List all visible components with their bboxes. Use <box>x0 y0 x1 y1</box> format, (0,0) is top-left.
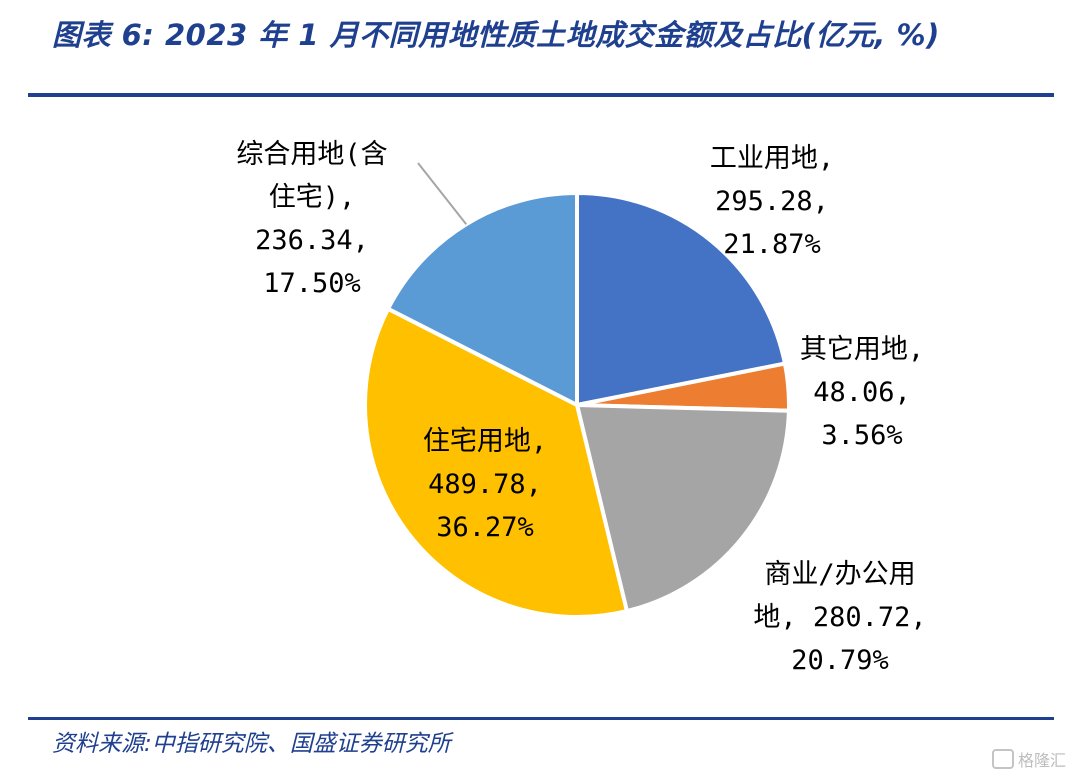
slice-label-line: 36.27% <box>436 512 534 543</box>
slice-data-label: 其它用地, 48.06, 3.56% <box>800 334 924 451</box>
pie-slice <box>575 190 788 408</box>
slice-data-label: 住宅用地, 489.78, 36.27% <box>423 426 547 543</box>
slice-label-line: 住宅), <box>269 182 356 213</box>
slice-label-line: 20.79% <box>791 645 889 676</box>
pie-slice <box>574 402 791 614</box>
source-note: 资料来源:中指研究院、国盛证券研究所 <box>52 731 451 757</box>
slice-label-line: 商业/办公用 <box>764 559 915 590</box>
watermark: 格隆汇 <box>991 747 1066 771</box>
slice-data-label: 工业用地, 295.28, 21.87% <box>710 143 834 260</box>
pie-slice <box>363 306 630 619</box>
slice-data-label: 商业/办公用地, 280.72, 20.79% <box>753 559 926 676</box>
slice-label-line: 236.34, <box>255 225 369 256</box>
slice-label-line: 地, 280.72, <box>753 602 926 633</box>
slice-label-line: 48.06, <box>813 377 911 408</box>
slice-label-line: 17.50% <box>263 268 361 299</box>
slice-data-label: 综合用地(含住宅), 236.34, 17.50% <box>236 139 387 299</box>
watermark-text: 格隆汇 <box>1017 751 1066 770</box>
figure-title: 图表 6: 2023 年 1 月不同用地性质土地成交金额及占比(亿元, %) <box>52 18 940 52</box>
slice-label-line: 综合用地(含 <box>236 139 387 170</box>
slice-label-line: 住宅用地, <box>423 426 547 457</box>
slice-label-line: 其它用地, <box>800 334 924 365</box>
slice-label-line: 489.78, <box>428 469 542 500</box>
slice-label-line: 3.56% <box>821 420 902 451</box>
label-leader-line <box>417 162 467 225</box>
title-rule <box>28 93 1054 97</box>
slice-label-line: 工业用地, <box>710 143 834 174</box>
watermark-logo-icon <box>991 749 1014 769</box>
slice-label-line: 295.28, <box>715 186 829 217</box>
source-rule <box>28 717 1054 720</box>
slice-label-line: 21.87% <box>723 229 821 260</box>
